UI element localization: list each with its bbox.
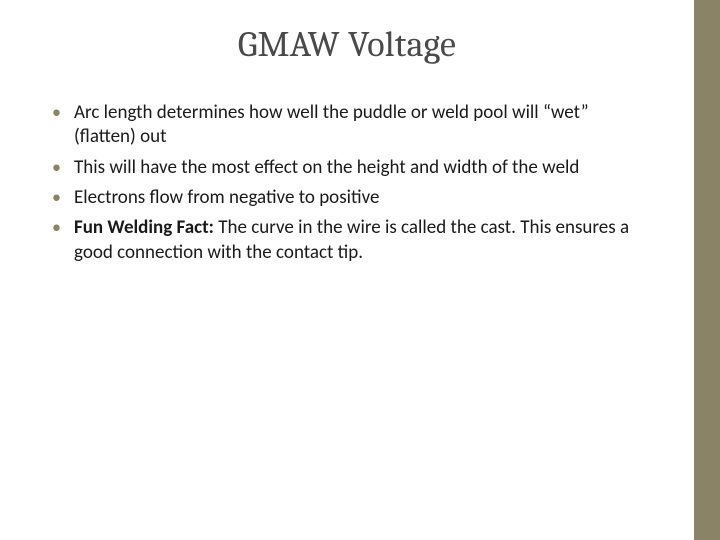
bullet-item: This will have the most effect on the he… — [48, 156, 646, 180]
slide-content: GMAW Voltage Arc length determines how w… — [0, 0, 694, 540]
slide-title: GMAW Voltage — [48, 24, 646, 65]
bullet-item: Arc length determines how well the puddl… — [48, 101, 646, 150]
bullet-item: Fun Welding Fact: The curve in the wire … — [48, 216, 646, 265]
bullet-list: Arc length determines how well the puddl… — [48, 101, 646, 265]
accent-sidebar — [694, 0, 720, 540]
bullet-item: Electrons flow from negative to positive — [48, 186, 646, 210]
bullet-prefix-bold: Fun Welding Fact: — [74, 216, 214, 239]
